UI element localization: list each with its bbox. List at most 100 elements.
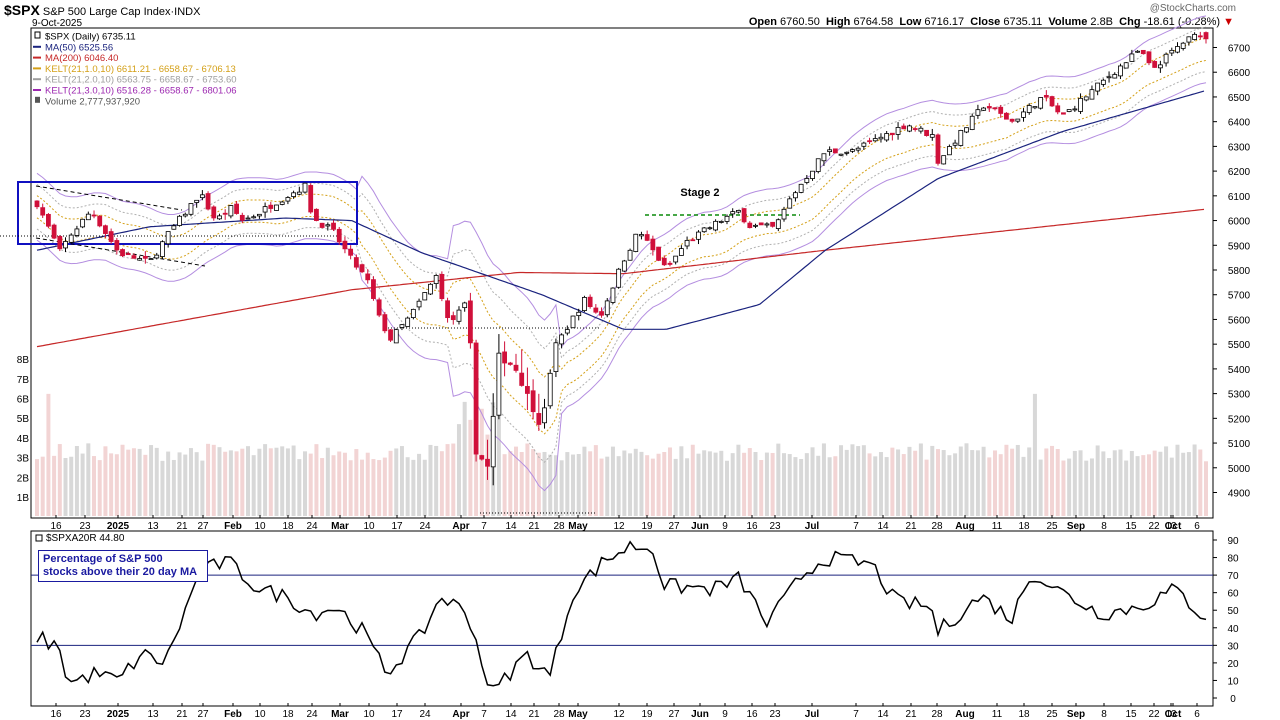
x-tick-label: 22 <box>1148 709 1160 720</box>
candle-body <box>867 140 872 143</box>
volume-bar <box>137 448 142 516</box>
volume-bar <box>930 445 935 516</box>
volume-value: 2.8B <box>1090 16 1114 28</box>
volume-bar <box>987 457 992 516</box>
candle-body <box>1066 109 1072 112</box>
volume-bar <box>166 451 171 516</box>
volume-bar <box>382 457 387 516</box>
x-tick-label: 27 <box>197 709 209 720</box>
candle-body <box>889 132 895 136</box>
candle-body <box>1004 112 1009 120</box>
x-tick-label: 9 <box>722 521 728 532</box>
candle-body <box>1061 112 1066 115</box>
volume-bar <box>211 444 216 516</box>
candle-body <box>872 138 878 142</box>
candle-body <box>365 273 371 281</box>
volume-bar <box>371 459 376 516</box>
candle-body <box>1118 65 1123 77</box>
candle-body <box>952 142 958 146</box>
candle-body <box>1106 76 1112 79</box>
x-tick-label: 13 <box>1165 521 1177 532</box>
ma50-line <box>36 90 1205 330</box>
price-tick-label: 6600 <box>1228 68 1251 79</box>
x-tick-label: 21 <box>176 709 188 720</box>
volume-bar <box>1061 460 1066 516</box>
volume-tick-label: 1B <box>17 493 30 504</box>
kelt2-band-dn <box>36 71 1207 463</box>
price-tick-label: 6400 <box>1228 118 1251 129</box>
candle-body <box>553 342 559 372</box>
volume-bar <box>92 456 97 516</box>
candle-body <box>450 315 456 321</box>
candle-body <box>314 208 319 221</box>
candle-body <box>325 224 331 227</box>
volume-bar <box>531 449 536 516</box>
price-tick-label: 5000 <box>1228 464 1251 475</box>
volume-bar <box>878 452 883 516</box>
volume-bar <box>873 456 878 516</box>
candle-body <box>764 223 770 226</box>
candle-body <box>1072 108 1078 111</box>
candle-body <box>530 390 536 413</box>
price-tick-label: 6300 <box>1228 142 1251 153</box>
candle-body <box>256 213 262 217</box>
volume-bar <box>1118 449 1123 516</box>
candle-body <box>781 208 787 220</box>
volume-bar <box>998 454 1003 516</box>
volume-bar <box>639 451 644 516</box>
candle-body <box>160 241 165 257</box>
volume-bar <box>1027 447 1032 516</box>
volume-bar <box>953 453 958 516</box>
candle-body <box>696 231 701 240</box>
volume-bar <box>719 450 724 516</box>
volume-bar <box>508 451 513 516</box>
indicator-tick-label: 10 <box>1227 676 1239 687</box>
volume-bar <box>730 453 735 516</box>
volume-bar <box>1164 446 1169 516</box>
volume-bar <box>724 460 729 516</box>
candle-body <box>793 192 798 199</box>
x-tick-label: Aug <box>955 521 974 532</box>
candle-body <box>1135 50 1140 53</box>
high-value: 6764.58 <box>853 16 894 28</box>
candle-body <box>234 203 239 214</box>
x-tick-label: 11 <box>992 709 1003 720</box>
volume-bar <box>981 446 986 516</box>
volume-bar <box>120 444 125 516</box>
indicator-note-line1: Percentage of S&P 500 <box>43 553 163 565</box>
volume-bar <box>975 450 980 516</box>
candle-body <box>479 455 485 460</box>
volume-tick-label: 2B <box>17 473 30 484</box>
candle-body <box>599 311 604 316</box>
candle-body <box>547 372 553 407</box>
volume-bar <box>280 446 285 516</box>
candle-body <box>291 192 297 197</box>
x-tick-label: 13 <box>147 521 159 532</box>
volume-bar <box>1181 452 1186 516</box>
candle-body <box>1169 49 1175 54</box>
candle-body <box>40 207 46 216</box>
candle-body <box>91 214 97 217</box>
candle-body <box>359 264 365 273</box>
volume-bar <box>394 448 399 516</box>
volume-bar <box>462 401 467 516</box>
volume-bar <box>856 446 861 516</box>
volume-bar <box>1169 457 1174 516</box>
volume-bar <box>1044 448 1049 516</box>
x-tick-label: 8 <box>1101 521 1107 532</box>
price-tick-label: 5600 <box>1228 315 1251 326</box>
volume-bar <box>274 447 279 516</box>
indicator-note-line2: stocks above their 20 day MA <box>43 566 198 578</box>
volume-bar <box>445 444 450 516</box>
volume-tick-label: 7B <box>17 375 30 386</box>
volume-bar <box>109 453 114 516</box>
x-tick-label: Jun <box>691 521 709 532</box>
x-tick-label: 14 <box>505 709 517 720</box>
volume-bar <box>559 460 564 516</box>
volume-bar <box>331 455 336 516</box>
volume-bar <box>1198 449 1203 516</box>
chart-date: 9-Oct-2025 <box>32 18 83 29</box>
price-tick-label: 5500 <box>1228 340 1251 351</box>
candle-body <box>1009 118 1015 122</box>
volume-bar <box>753 451 758 516</box>
